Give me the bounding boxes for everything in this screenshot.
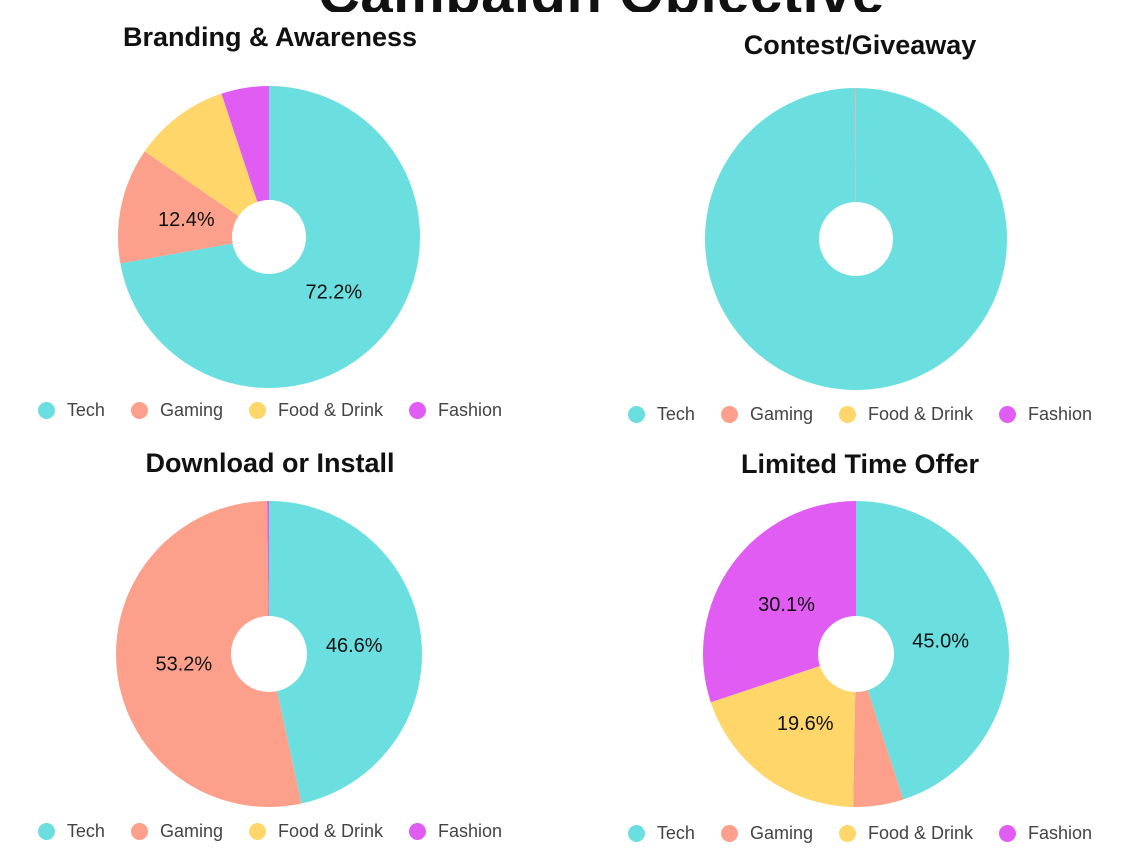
legend-label: Food & Drink <box>867 404 974 424</box>
data-label: 53.2% <box>156 654 213 676</box>
legend-item-fashion[interactable]: Fashion <box>999 404 1092 425</box>
pie-slice-fashion <box>221 86 269 237</box>
chart-title: Branding & Awareness <box>122 22 418 52</box>
chart-legend: Tech Gaming Food & Drink Fashion <box>600 823 1120 844</box>
pie-slice-gaming <box>855 88 856 239</box>
legend-label: Gaming <box>749 823 813 843</box>
chart-panel-contest: Contest/Giveaway Tech Gaming Food & Drink F… <box>600 20 1120 440</box>
pie-slice-tech <box>269 501 423 804</box>
chart-legend: Tech Gaming Food & Drink Fashion <box>600 404 1120 425</box>
pie-slice-fashion <box>267 501 269 654</box>
data-label: 72.2% <box>305 281 362 303</box>
legend-item-fashion[interactable]: Fashion <box>999 823 1092 844</box>
pie-chart <box>705 88 1008 390</box>
legend-label: Fashion <box>438 400 503 420</box>
legend-label: Tech <box>656 404 695 424</box>
legend-item-food-drink[interactable]: Food & Drink <box>838 823 974 844</box>
chart-title: Limited Time Offer <box>740 449 980 479</box>
data-label: 19.6% <box>777 713 834 735</box>
data-label: 46.6% <box>326 635 383 657</box>
pie-slice-food-drink <box>710 654 856 807</box>
chart-legend: Tech Gaming Food & Drink Fashion <box>10 821 530 842</box>
legend-swatch <box>720 406 738 423</box>
legend-label: Tech <box>66 821 105 841</box>
legend-item-food-drink[interactable]: Food & Drink <box>248 400 384 421</box>
legend-swatch <box>627 825 645 842</box>
legend-swatch <box>37 402 55 419</box>
legend-item-fashion[interactable]: Fashion <box>409 821 502 842</box>
pie-chart: 72.2% 12.4% <box>118 86 421 388</box>
data-label: 12.4% <box>158 209 215 231</box>
chart-title: Contest/Giveaway <box>743 30 977 60</box>
legend-label: Tech <box>66 400 105 420</box>
legend-label: Fashion <box>1028 404 1093 424</box>
legend-label: Food & Drink <box>277 400 384 420</box>
pie-slice-food-drink <box>144 93 269 237</box>
clipped-page-title: Campaign Objective <box>0 0 1130 12</box>
legend-item-gaming[interactable]: Gaming <box>130 821 223 842</box>
legend-label: Fashion <box>438 821 503 841</box>
chart-title: Download or Install <box>145 448 395 478</box>
donut-hole <box>231 616 307 692</box>
legend-swatch <box>409 823 427 840</box>
legend-swatch <box>248 823 266 840</box>
data-label: 30.1% <box>758 594 815 616</box>
legend-swatch <box>130 402 148 419</box>
legend-item-fashion[interactable]: Fashion <box>409 400 502 421</box>
pie-chart: 45.0% 19.6% 30.1% <box>703 501 1009 807</box>
legend-swatch <box>999 825 1017 842</box>
pie-slice-gaming <box>116 501 302 807</box>
page-title: Campaign Objective <box>318 0 885 12</box>
legend-swatch <box>720 825 738 842</box>
legend-swatch <box>838 825 856 842</box>
legend-swatch <box>999 406 1017 423</box>
legend-item-tech[interactable]: Tech <box>627 823 695 844</box>
legend-swatch <box>838 406 856 423</box>
legend-swatch <box>130 823 148 840</box>
legend-label: Tech <box>656 823 695 843</box>
data-label: 45.0% <box>912 631 969 653</box>
legend-item-tech[interactable]: Tech <box>37 821 105 842</box>
legend-swatch <box>248 402 266 419</box>
pie-slice-gaming <box>853 654 904 807</box>
legend-item-tech[interactable]: Tech <box>37 400 105 421</box>
pie-chart: 46.6% 53.2% <box>116 501 423 807</box>
donut-hole <box>818 616 894 692</box>
pie-slice-gaming <box>118 151 269 264</box>
legend-swatch <box>627 406 645 423</box>
donut-hole <box>232 200 306 274</box>
legend-item-gaming[interactable]: Gaming <box>720 823 813 844</box>
legend-swatch <box>37 823 55 840</box>
legend-label: Food & Drink <box>277 821 384 841</box>
legend-label: Gaming <box>159 821 223 841</box>
legend-item-gaming[interactable]: Gaming <box>720 404 813 425</box>
legend-label: Gaming <box>159 400 223 420</box>
donut-hole <box>819 202 893 276</box>
chart-legend: Tech Gaming Food & Drink Fashion <box>10 400 530 421</box>
legend-swatch <box>409 402 427 419</box>
pie-slice-tech <box>856 501 1009 800</box>
legend-item-tech[interactable]: Tech <box>627 404 695 425</box>
chart-panel-download: Download or Install 46.6% 53.2% Tech Gamin… <box>10 440 530 860</box>
legend-label: Gaming <box>749 404 813 424</box>
chart-panel-limited-offer: Limited Time Offer 45.0% 19.6% 30.1% Tech G… <box>600 440 1120 860</box>
chart-panel-branding: Branding & Awareness 72.2% 12.4% Tech Gami… <box>10 20 530 440</box>
legend-label: Fashion <box>1028 823 1093 843</box>
legend-item-food-drink[interactable]: Food & Drink <box>248 821 384 842</box>
legend-item-gaming[interactable]: Gaming <box>130 400 223 421</box>
legend-item-food-drink[interactable]: Food & Drink <box>838 404 974 425</box>
pie-slice-fashion <box>703 501 856 703</box>
legend-label: Food & Drink <box>867 823 974 843</box>
